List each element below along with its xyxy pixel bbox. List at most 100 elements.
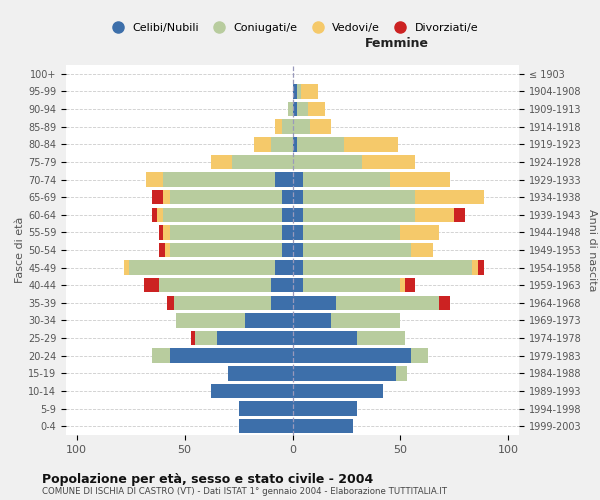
Bar bbox=[254, 137, 271, 152]
Bar bbox=[293, 208, 303, 222]
Bar bbox=[454, 208, 465, 222]
Bar bbox=[163, 225, 170, 240]
Bar bbox=[297, 137, 344, 152]
Bar bbox=[170, 225, 282, 240]
Bar bbox=[411, 243, 433, 257]
Bar bbox=[152, 190, 163, 204]
Bar bbox=[157, 208, 163, 222]
Bar bbox=[163, 172, 275, 186]
Y-axis label: Anni di nascita: Anni di nascita bbox=[587, 209, 597, 291]
Text: COMUNE DI ISCHIA DI CASTRO (VT) - Dati ISTAT 1° gennaio 2004 - Elaborazione TUTT: COMUNE DI ISCHIA DI CASTRO (VT) - Dati I… bbox=[42, 488, 447, 496]
Bar bbox=[293, 137, 297, 152]
Bar bbox=[271, 278, 293, 292]
Bar bbox=[128, 260, 275, 275]
Bar bbox=[400, 278, 404, 292]
Bar bbox=[310, 120, 331, 134]
Bar bbox=[239, 419, 293, 434]
Bar bbox=[282, 190, 293, 204]
Bar bbox=[143, 278, 159, 292]
Bar bbox=[271, 137, 293, 152]
Bar bbox=[170, 243, 282, 257]
Bar bbox=[293, 384, 383, 398]
Bar bbox=[159, 243, 165, 257]
Bar bbox=[232, 154, 293, 169]
Bar bbox=[472, 260, 478, 275]
Bar bbox=[275, 120, 282, 134]
Bar bbox=[344, 137, 398, 152]
Bar bbox=[357, 331, 404, 345]
Bar bbox=[170, 348, 293, 363]
Bar bbox=[415, 190, 484, 204]
Bar bbox=[293, 366, 396, 380]
Bar bbox=[303, 278, 400, 292]
Bar bbox=[191, 331, 196, 345]
Bar bbox=[303, 208, 415, 222]
Bar bbox=[301, 84, 319, 98]
Bar bbox=[163, 190, 170, 204]
Bar bbox=[293, 84, 297, 98]
Bar bbox=[293, 120, 310, 134]
Bar bbox=[303, 260, 472, 275]
Bar bbox=[196, 331, 217, 345]
Bar bbox=[159, 278, 271, 292]
Bar bbox=[165, 243, 170, 257]
Bar bbox=[217, 331, 293, 345]
Bar bbox=[174, 296, 271, 310]
Bar bbox=[282, 225, 293, 240]
Bar bbox=[293, 278, 303, 292]
Bar bbox=[146, 172, 163, 186]
Bar bbox=[293, 102, 297, 117]
Bar bbox=[293, 348, 411, 363]
Legend: Celibi/Nubili, Coniugati/e, Vedovi/e, Divorziati/e: Celibi/Nubili, Coniugati/e, Vedovi/e, Di… bbox=[103, 19, 482, 38]
Bar bbox=[293, 314, 331, 328]
Bar bbox=[297, 84, 301, 98]
Bar bbox=[293, 419, 353, 434]
Bar bbox=[293, 296, 335, 310]
Bar bbox=[335, 296, 439, 310]
Bar bbox=[400, 225, 439, 240]
Bar bbox=[303, 225, 400, 240]
Bar bbox=[293, 154, 362, 169]
Text: Femmine: Femmine bbox=[365, 37, 428, 50]
Bar bbox=[211, 384, 293, 398]
Bar bbox=[170, 190, 282, 204]
Bar bbox=[293, 172, 303, 186]
Bar bbox=[439, 296, 450, 310]
Bar bbox=[297, 102, 308, 117]
Bar bbox=[308, 102, 325, 117]
Bar bbox=[293, 260, 303, 275]
Bar bbox=[415, 208, 454, 222]
Text: Popolazione per età, sesso e stato civile - 2004: Popolazione per età, sesso e stato civil… bbox=[42, 472, 373, 486]
Bar bbox=[404, 278, 415, 292]
Bar bbox=[163, 208, 282, 222]
Bar bbox=[362, 154, 415, 169]
Bar bbox=[159, 225, 163, 240]
Bar bbox=[152, 208, 157, 222]
Bar bbox=[211, 154, 232, 169]
Bar bbox=[411, 348, 428, 363]
Bar bbox=[396, 366, 407, 380]
Bar bbox=[288, 102, 293, 117]
Bar bbox=[293, 225, 303, 240]
Bar bbox=[152, 348, 170, 363]
Bar bbox=[478, 260, 484, 275]
Bar bbox=[331, 314, 400, 328]
Bar bbox=[239, 402, 293, 416]
Bar bbox=[293, 402, 357, 416]
Bar bbox=[176, 314, 245, 328]
Bar bbox=[303, 243, 411, 257]
Bar bbox=[228, 366, 293, 380]
Bar bbox=[293, 243, 303, 257]
Bar bbox=[245, 314, 293, 328]
Bar bbox=[282, 120, 293, 134]
Bar bbox=[293, 331, 357, 345]
Bar bbox=[275, 172, 293, 186]
Bar bbox=[389, 172, 450, 186]
Bar bbox=[167, 296, 174, 310]
Bar bbox=[282, 208, 293, 222]
Bar bbox=[282, 243, 293, 257]
Bar bbox=[124, 260, 128, 275]
Bar bbox=[303, 190, 415, 204]
Bar bbox=[293, 190, 303, 204]
Y-axis label: Fasce di età: Fasce di età bbox=[15, 217, 25, 283]
